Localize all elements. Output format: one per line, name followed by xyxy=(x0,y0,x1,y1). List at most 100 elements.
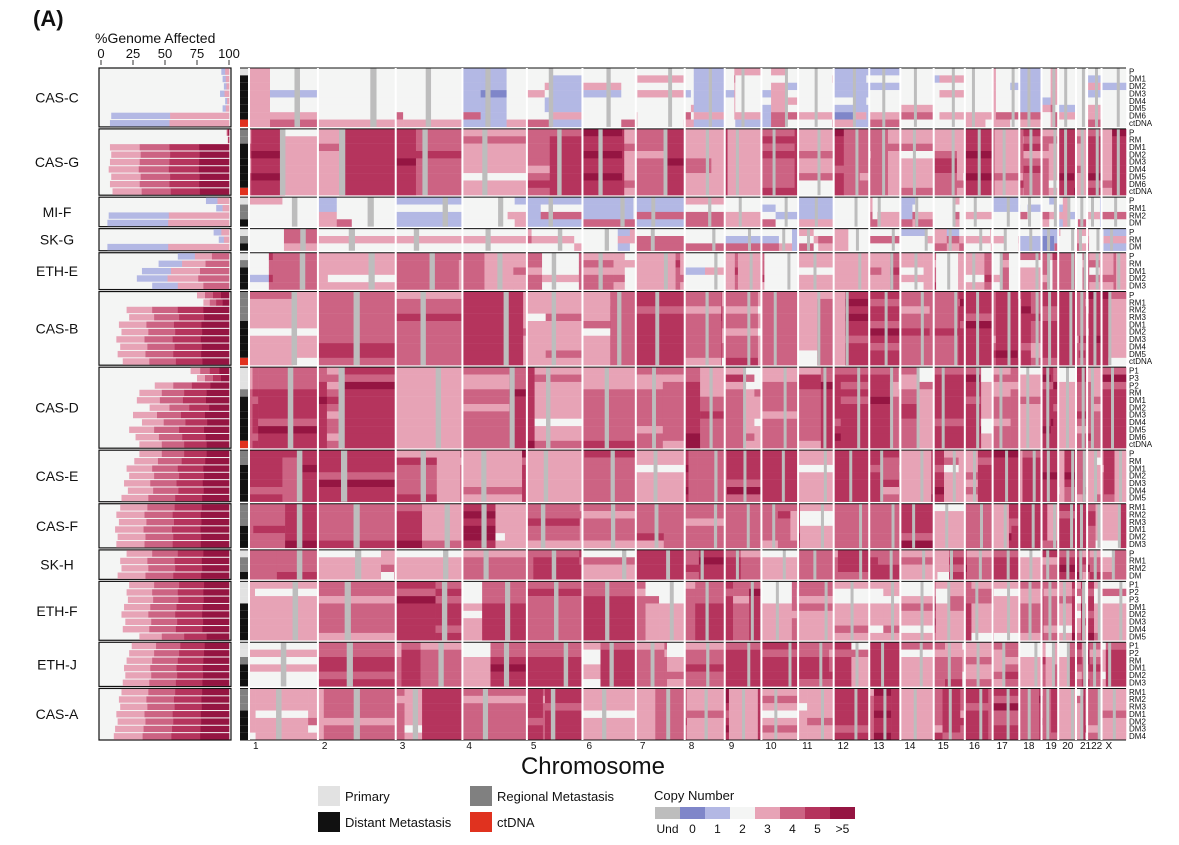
cn-cell xyxy=(785,464,799,473)
cn-cell xyxy=(249,381,253,390)
cn-cell xyxy=(526,525,581,534)
cn-cell xyxy=(937,549,950,558)
cn-cell xyxy=(761,381,799,390)
cn-cell xyxy=(545,710,583,719)
cn-cell xyxy=(526,494,583,502)
cn-cell xyxy=(435,618,463,626)
cn-cell xyxy=(667,173,686,181)
undefined-region xyxy=(1117,503,1121,548)
cn-cell xyxy=(1058,219,1064,227)
undefined-region xyxy=(554,581,559,641)
cn-cell xyxy=(1101,128,1113,137)
cn-cell xyxy=(522,472,528,480)
pct-bar-segment xyxy=(177,618,204,626)
cn-cell xyxy=(1020,494,1023,502)
cn-cell xyxy=(582,306,611,314)
cn-cell xyxy=(495,533,506,541)
cn-cell xyxy=(845,313,869,322)
cn-cell xyxy=(933,688,943,697)
cn-cell xyxy=(999,267,1010,276)
cn-cell xyxy=(684,374,701,383)
cn-cell xyxy=(582,418,637,427)
undefined-region xyxy=(1112,688,1116,740)
cn-cell xyxy=(900,219,913,227)
cn-cell xyxy=(1080,128,1088,137)
cn-cell xyxy=(933,75,940,83)
sample-label: DM2 xyxy=(1129,274,1146,283)
cn-cell xyxy=(1010,112,1020,120)
cn-cell xyxy=(395,695,405,704)
cn-cell xyxy=(1058,313,1077,322)
cn-cell xyxy=(635,671,665,680)
cn-cell xyxy=(540,197,583,205)
cn-cell xyxy=(840,411,870,419)
cn-cell xyxy=(1087,426,1092,434)
cn-cell xyxy=(959,328,966,336)
cn-cell xyxy=(798,472,834,480)
pct-bar-segment xyxy=(223,236,230,243)
cn-cell xyxy=(584,450,637,458)
cn-cell xyxy=(964,557,968,565)
cn-cell xyxy=(1011,540,1020,549)
cn-cell xyxy=(1058,291,1077,300)
cn-cell xyxy=(1087,657,1090,665)
cn-cell xyxy=(1008,533,1012,541)
cn-cell xyxy=(992,525,1010,534)
cn-cell xyxy=(637,82,684,91)
cn-cell xyxy=(869,671,901,680)
sample-type-cell xyxy=(240,328,249,336)
cn-cell xyxy=(317,603,397,612)
undefined-region xyxy=(509,367,515,449)
cn-cell xyxy=(249,119,271,128)
cn-cell xyxy=(1052,657,1059,665)
cn-cell xyxy=(523,321,528,329)
sample-type-cell xyxy=(240,450,249,458)
cn-cell xyxy=(933,494,945,502)
sample-label: RM xyxy=(1129,656,1142,665)
cn-cell xyxy=(1047,274,1053,283)
undefined-region xyxy=(442,197,448,227)
cn-cell xyxy=(820,411,834,419)
cn-cell xyxy=(984,252,993,261)
cn-cell xyxy=(684,97,692,106)
cn-cell xyxy=(1039,710,1042,719)
cn-cell xyxy=(761,274,765,283)
cn-cell xyxy=(1052,252,1059,261)
sample-type-cell xyxy=(240,518,249,526)
pct-bar-segment xyxy=(149,626,177,633)
cn-cell xyxy=(757,321,762,329)
cn-cell xyxy=(695,581,726,589)
cn-cell xyxy=(308,695,319,704)
cn-cell xyxy=(435,112,463,120)
cn-cell xyxy=(1087,75,1102,83)
cn-cell xyxy=(727,151,762,159)
cn-cell xyxy=(684,151,712,159)
cn-cell xyxy=(1071,603,1077,612)
cn-cell xyxy=(1052,260,1059,268)
sample-label: DM5 xyxy=(1129,494,1146,503)
cn-cell xyxy=(933,618,936,626)
cn-cell xyxy=(462,632,483,641)
patient-label: ETH-E xyxy=(36,263,78,279)
cn-cell xyxy=(403,97,436,106)
undefined-region xyxy=(1097,688,1101,740)
undefined-region xyxy=(823,367,827,449)
cn-cell xyxy=(1081,649,1084,658)
cn-cell xyxy=(635,479,686,488)
cn-cell xyxy=(1041,588,1044,597)
cn-cell xyxy=(684,457,689,466)
cn-cell xyxy=(1064,457,1077,466)
cn-cell xyxy=(526,564,534,573)
cn-cell xyxy=(1041,540,1048,549)
cn-cell xyxy=(317,143,340,152)
cn-cell xyxy=(526,187,551,196)
cn-cell xyxy=(1010,97,1020,106)
sample-type-cell xyxy=(240,642,249,650)
cn-cell xyxy=(764,252,799,261)
cn-cell xyxy=(1019,518,1042,527)
cn-cell xyxy=(1087,603,1095,612)
cn-cell xyxy=(900,418,920,427)
undefined-region xyxy=(1095,128,1099,196)
cn-cell xyxy=(798,418,822,427)
